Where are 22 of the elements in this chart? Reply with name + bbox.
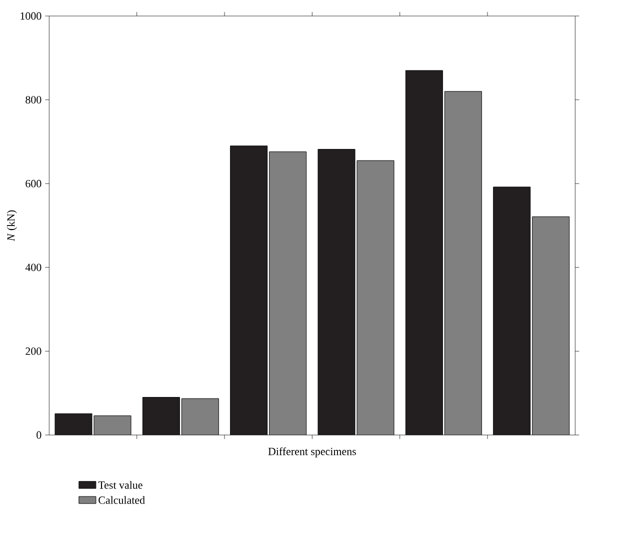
bar [54,413,92,435]
bar [532,216,570,435]
bar [405,70,443,435]
legend-label: Test value [98,481,142,489]
legend-label: Calculated [98,496,145,504]
bar [493,186,531,435]
y-tick-label: 600 [26,180,42,188]
bar [356,160,394,435]
bar [142,397,180,435]
y-tick-label: 800 [26,96,42,104]
y-axis-title: N (kN) [6,210,17,242]
x-axis-title: Different specimens [268,447,356,458]
bar [269,152,307,435]
bar [230,146,268,435]
y-tick-label: 1000 [20,12,42,20]
bar [318,148,356,435]
y-tick-label: 200 [26,348,42,355]
y-tick-label: 0 [36,431,42,439]
bar [94,415,132,435]
y-tick-label: 400 [25,264,42,272]
bar [444,91,482,435]
bar [181,398,219,435]
